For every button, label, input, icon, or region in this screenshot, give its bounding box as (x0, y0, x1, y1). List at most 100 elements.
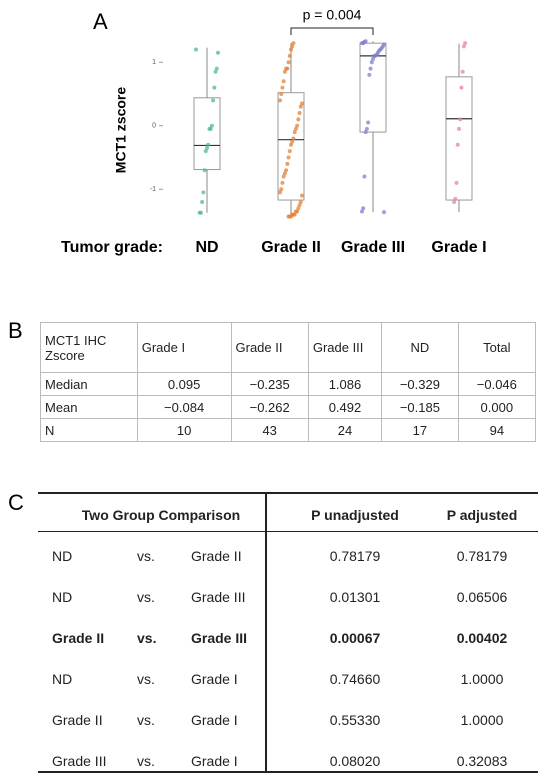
table-cell: vs. (137, 711, 155, 728)
table-cell: 0.32083 (456, 752, 508, 769)
table-cell: Median (40, 372, 138, 396)
data-point (281, 79, 286, 84)
table-cell: ND (381, 322, 459, 373)
annotation: p = 0.004 (303, 7, 362, 23)
table-cell: Grade I (191, 752, 238, 769)
data-point (382, 210, 386, 215)
data-point (364, 126, 369, 131)
table-cell: P adjusted (446, 506, 518, 523)
table-row: Mean −0.084 −0.262 0.492 −0.185 0.000 (40, 395, 537, 419)
data-point (460, 69, 465, 74)
data-point (290, 44, 295, 49)
table-cell: Grade II (52, 711, 103, 728)
table-row: Grade III vs. Grade I 0.08020 0.32083 (38, 740, 538, 777)
data-point (280, 180, 285, 185)
table-cell: 1.0000 (460, 670, 504, 687)
table-cell: vs. (137, 629, 157, 646)
table-row: Grade II vs. Grade I 0.55330 1.0000 (38, 699, 538, 740)
data-point (372, 53, 377, 58)
data-point (293, 126, 298, 131)
table-cell: 0.78179 (456, 547, 508, 564)
table-cell: MCT1 IHC Zscore (40, 322, 138, 373)
y-axis-label: MCT1 zscore (113, 87, 129, 174)
table-cell: 1.086 (307, 372, 383, 396)
table-cell: Mean (40, 395, 138, 419)
table-cell: Grade III (191, 588, 246, 605)
x-tick-label: Grade I (431, 239, 486, 256)
comparison-table: Two Group Comparison P unadjusted P adjust… (38, 494, 538, 777)
table-cell: Grade I (136, 322, 232, 373)
data-point (453, 196, 458, 201)
data-point (296, 117, 301, 122)
x-tick-label: Grade III (341, 239, 405, 256)
data-point (367, 72, 372, 77)
data-point (296, 206, 301, 211)
data-point (361, 206, 366, 211)
data-point (284, 66, 289, 71)
data-point (287, 53, 292, 58)
table-cell: P unadjusted (311, 506, 399, 523)
table-cell: Grade II (230, 322, 309, 373)
data-point (209, 123, 214, 128)
data-point (452, 199, 457, 204)
data-point (202, 168, 207, 173)
data-point (362, 174, 367, 179)
data-point (279, 187, 284, 192)
box (193, 97, 221, 171)
data-point (214, 66, 219, 71)
table-cell: 0.78179 (329, 547, 381, 564)
data-point (459, 85, 464, 90)
data-point (211, 98, 216, 103)
table-cell: vs. (137, 752, 155, 769)
data-point (295, 123, 300, 128)
data-point (289, 47, 293, 52)
table-cell: Grade II (191, 547, 242, 564)
table-cell: 0.095 (136, 372, 232, 396)
table-cell: ND (52, 670, 73, 687)
table-cell: −0.046 (457, 372, 537, 396)
rule (38, 771, 538, 773)
data-point (278, 190, 282, 195)
data-point (207, 126, 212, 131)
box (277, 92, 305, 201)
data-point (216, 50, 220, 55)
table-cell: vs. (137, 588, 155, 605)
y-tick-label: 0 (152, 123, 156, 130)
data-point (454, 180, 459, 185)
divider (265, 493, 267, 772)
data-point (278, 98, 282, 103)
table-cell: N (40, 418, 138, 442)
data-point (360, 41, 364, 46)
table-cell: 10 (136, 418, 232, 442)
table-cell: Grade III (191, 629, 248, 646)
table-cell: 0.00067 (329, 629, 381, 646)
table-cell: Grade I (191, 670, 238, 687)
table-row: Two Group Comparison P unadjusted P adjust… (38, 494, 538, 535)
table-cell: vs. (137, 670, 155, 687)
data-point (291, 41, 296, 46)
data-point (455, 142, 460, 147)
data-point (286, 60, 291, 65)
table-row: MCT1 IHC Zscore Grade I Grade II Grade III N… (40, 322, 537, 373)
panel-label: B (8, 318, 23, 343)
y-tick-label: 1 (152, 59, 156, 66)
data-point (458, 117, 463, 122)
rule (38, 531, 538, 532)
table-row: ND vs. Grade III 0.01301 0.06506 (38, 576, 538, 617)
data-point (293, 209, 298, 214)
data-point (297, 203, 302, 208)
data-point (286, 214, 291, 219)
data-point (286, 155, 291, 160)
data-point (291, 136, 296, 141)
data-point (206, 142, 211, 147)
table-cell: 17 (381, 418, 459, 442)
data-point (194, 47, 198, 52)
table-cell: −0.235 (230, 372, 309, 396)
table-cell: 0.000 (457, 395, 537, 419)
table-row: N 10 43 24 17 94 (40, 418, 537, 442)
table-cell: −0.262 (230, 395, 309, 419)
data-point (290, 139, 295, 144)
data-point (280, 85, 285, 90)
bracket (290, 27, 374, 35)
